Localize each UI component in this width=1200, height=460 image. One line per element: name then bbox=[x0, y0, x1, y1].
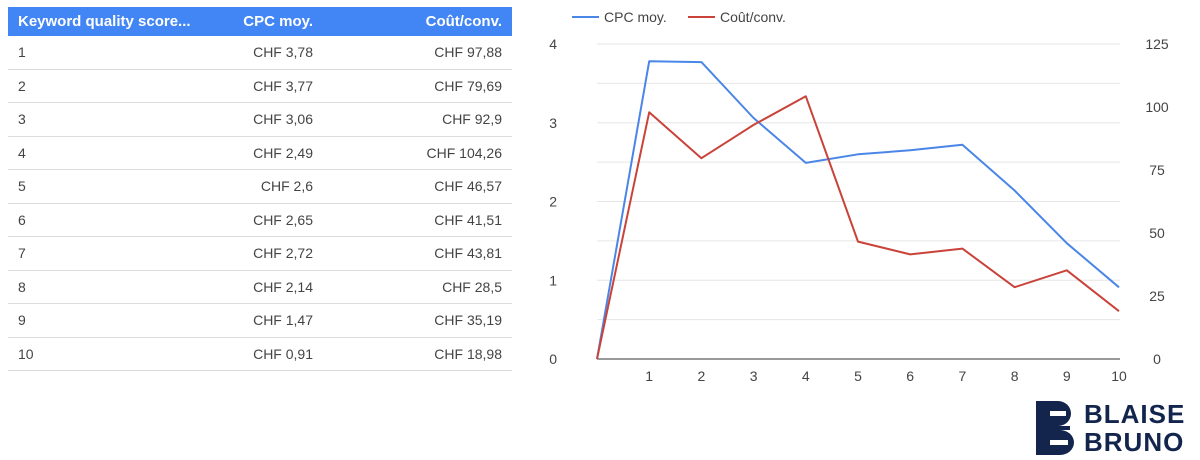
cell-quality-score: 7 bbox=[8, 236, 203, 271]
x-tick-label: 4 bbox=[802, 368, 810, 384]
x-tick-label: 2 bbox=[698, 368, 706, 384]
table-row: 2 CHF 3,77 CHF 79,69 bbox=[8, 69, 512, 103]
table-row: 6 CHF 2,65 CHF 41,51 bbox=[8, 203, 512, 237]
y-right-tick-label: 75 bbox=[1149, 162, 1165, 178]
x-tick-label: 9 bbox=[1063, 368, 1071, 384]
x-axis: 1 2 3 4 5 6 7 8 9 10 bbox=[645, 368, 1127, 384]
cell-cost-per-conv: CHF 43,81 bbox=[323, 236, 512, 271]
chart-legend: CPC moy. Coût/conv. bbox=[572, 9, 786, 25]
chart-grid bbox=[597, 43, 1120, 360]
y-right-tick-label: 25 bbox=[1149, 288, 1165, 304]
y-axis-right: 0 25 50 75 100 125 bbox=[1145, 36, 1169, 367]
x-tick-label: 10 bbox=[1111, 368, 1127, 384]
cell-quality-score: 3 bbox=[8, 102, 203, 137]
cell-quality-score: 6 bbox=[8, 203, 203, 237]
cell-quality-score: 5 bbox=[8, 169, 203, 204]
cell-cpc: CHF 2,6 bbox=[203, 169, 323, 204]
cell-cost-per-conv: CHF 92,9 bbox=[323, 102, 512, 137]
column-header-cost-per-conv[interactable]: Coût/conv. bbox=[323, 7, 512, 36]
cell-cost-per-conv: CHF 79,69 bbox=[323, 69, 512, 103]
table-row: 1 CHF 3,78 CHF 97,88 bbox=[8, 36, 512, 70]
line-chart: 0 1 2 3 4 0 25 50 75 100 125 1 2 3 4 5 6 7 8 9 10 CPC moy.… bbox=[549, 9, 1169, 384]
legend-label: CPC moy. bbox=[604, 9, 667, 25]
table-body: 1 CHF 3,78 CHF 97,88 2 CHF 3,77 CHF 79,69 3 CHF… bbox=[8, 36, 512, 371]
x-tick-label: 3 bbox=[750, 368, 758, 384]
cell-quality-score: 8 bbox=[8, 270, 203, 304]
y-left-tick-label: 0 bbox=[549, 351, 557, 367]
legend-label: Coût/conv. bbox=[720, 9, 786, 25]
logo-b-icon bbox=[1036, 401, 1074, 455]
x-tick-label: 5 bbox=[854, 368, 862, 384]
cell-cpc: CHF 2,72 bbox=[203, 236, 323, 271]
x-tick-label: 7 bbox=[959, 368, 967, 384]
series-lines bbox=[596, 60, 1120, 360]
cell-cost-per-conv: CHF 46,57 bbox=[323, 169, 512, 204]
table-row: 10 CHF 0,91 CHF 18,98 bbox=[8, 337, 512, 371]
cell-cpc: CHF 1,47 bbox=[203, 303, 323, 338]
table-row: 3 CHF 3,06 CHF 92,9 bbox=[8, 102, 512, 137]
logo-text-line1: BLAISE bbox=[1084, 399, 1186, 429]
y-axis-left: 0 1 2 3 4 bbox=[549, 36, 557, 367]
cell-cpc: CHF 0,91 bbox=[203, 337, 323, 371]
cell-quality-score: 4 bbox=[8, 136, 203, 170]
cell-cpc: CHF 3,78 bbox=[203, 36, 323, 70]
x-tick-label: 1 bbox=[645, 368, 653, 384]
cell-cost-per-conv: CHF 104,26 bbox=[323, 136, 512, 170]
table-row: 5 CHF 2,6 CHF 46,57 bbox=[8, 169, 512, 204]
cell-quality-score: 2 bbox=[8, 69, 203, 103]
cell-cpc: CHF 2,14 bbox=[203, 270, 323, 304]
cell-cpc: CHF 2,49 bbox=[203, 136, 323, 170]
x-tick-label: 6 bbox=[906, 368, 914, 384]
cell-cpc: CHF 2,65 bbox=[203, 203, 323, 237]
table-row: 7 CHF 2,72 CHF 43,81 bbox=[8, 236, 512, 271]
table-row: 4 CHF 2,49 CHF 104,26 bbox=[8, 136, 512, 170]
cell-quality-score: 1 bbox=[8, 36, 203, 70]
cell-cost-per-conv: CHF 28,5 bbox=[323, 270, 512, 304]
y-left-tick-label: 2 bbox=[549, 194, 557, 210]
y-right-tick-label: 0 bbox=[1153, 351, 1161, 367]
y-right-tick-label: 100 bbox=[1145, 99, 1169, 115]
y-right-tick-label: 50 bbox=[1149, 225, 1165, 241]
logo-text-line2: BRUNO bbox=[1084, 427, 1185, 457]
x-tick-label: 8 bbox=[1011, 368, 1019, 384]
cell-cost-per-conv: CHF 97,88 bbox=[323, 36, 512, 70]
y-left-tick-label: 3 bbox=[549, 115, 557, 131]
column-header-cpc[interactable]: CPC moy. bbox=[203, 7, 323, 36]
y-left-tick-label: 4 bbox=[549, 36, 557, 52]
column-header-quality-score[interactable]: Keyword quality score... bbox=[8, 7, 203, 36]
series-line-cost-per-conv[interactable] bbox=[596, 95, 1120, 360]
cell-quality-score: 10 bbox=[8, 337, 203, 371]
series-line-cpc[interactable] bbox=[596, 60, 1120, 360]
cell-cpc: CHF 3,77 bbox=[203, 69, 323, 103]
cell-cpc: CHF 3,06 bbox=[203, 102, 323, 137]
data-table: Keyword quality score... CPC moy. Coût/c… bbox=[8, 7, 512, 371]
table-row: 9 CHF 1,47 CHF 35,19 bbox=[8, 303, 512, 338]
y-right-tick-label: 125 bbox=[1145, 36, 1169, 52]
table-header-row: Keyword quality score... CPC moy. Coût/c… bbox=[8, 7, 512, 36]
cell-cost-per-conv: CHF 41,51 bbox=[323, 203, 512, 237]
table-row: 8 CHF 2,14 CHF 28,5 bbox=[8, 270, 512, 304]
cell-quality-score: 9 bbox=[8, 303, 203, 338]
cell-cost-per-conv: CHF 18,98 bbox=[323, 337, 512, 371]
y-left-tick-label: 1 bbox=[549, 272, 557, 288]
brand-logo: BLAISE BRUNO bbox=[1036, 400, 1192, 456]
cell-cost-per-conv: CHF 35,19 bbox=[323, 303, 512, 338]
